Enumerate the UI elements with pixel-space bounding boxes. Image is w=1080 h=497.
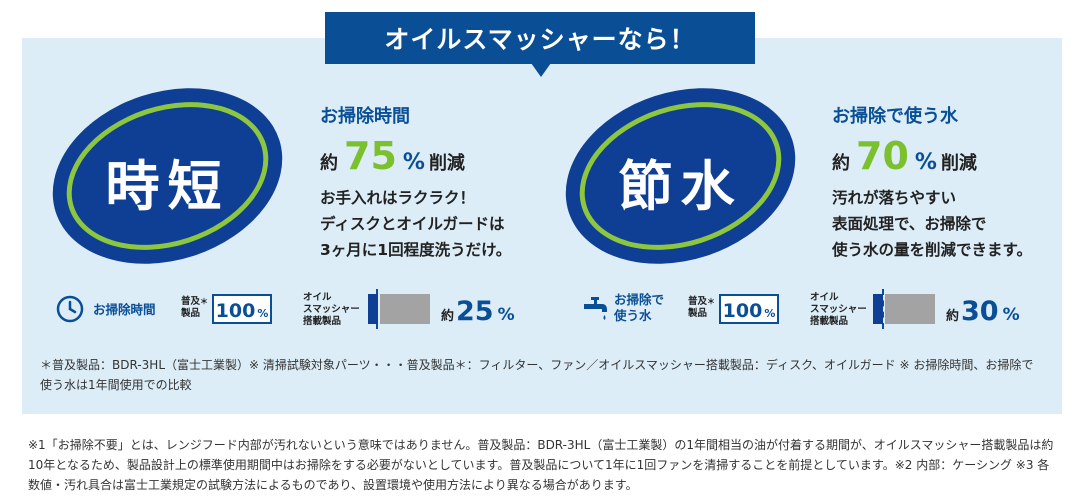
water-desc-line: 汚れが落ちやすい — [832, 189, 957, 207]
time-row-label: お掃除時間 — [93, 302, 156, 317]
water-desc-line: 使う水の量を削減できます。 — [832, 241, 1032, 259]
standard-value: 100 — [215, 300, 256, 322]
time-desc-line: ディスクとオイルガードは — [320, 215, 505, 233]
water-reduction: 約 70% 削減 — [832, 134, 977, 178]
standard-product-label: 普及＊ 製品 — [181, 296, 209, 319]
time-desc-line: お手入れはラクラク！ — [320, 189, 476, 207]
baseline-dashes — [882, 289, 884, 329]
water-row-label: お掃除で 使う水 — [614, 292, 665, 323]
banner-pointer — [531, 63, 551, 77]
faucet-icon — [580, 294, 610, 324]
standard-value-box: 100% — [719, 294, 779, 324]
standard-unit: % — [257, 307, 269, 320]
standard-product-label: 普及＊ 製品 — [688, 296, 716, 319]
time-desc-line: 3ヶ月に1回程度洗うだけ。 — [320, 241, 512, 259]
time-saving-badge-text: 時短 — [105, 155, 230, 218]
water-saving-badge-text: 節水 — [618, 155, 743, 218]
removed-portion-bar — [885, 294, 935, 324]
removed-portion-bar — [380, 294, 430, 324]
time-heading: お掃除時間 — [320, 106, 410, 127]
time-pct-prefix: 約 — [320, 153, 338, 174]
panel-footnote: ＊普及製品：BDR-3HL（富士工業製）※ 清掃試験対象パーツ・・・普及製品＊：… — [40, 358, 1034, 392]
water-desc-line: 表面処理で、お掃除で — [832, 215, 987, 233]
reduced-level-bar — [873, 294, 883, 324]
time-description: お手入れはラクラク！ ディスクとオイルガードは 3ヶ月に1回程度洗うだけ。 — [320, 185, 511, 263]
banner: オイルスマッシャーなら！ — [325, 12, 755, 64]
oil-smasher-label: オイル スマッシャー 搭載製品 — [303, 292, 360, 327]
water-description: 汚れが落ちやすい 表面処理で、お掃除で 使う水の量を削減できます。 — [832, 185, 1032, 263]
time-pct-suffix: 削減 — [428, 153, 465, 174]
time-pct-value: 75 — [344, 134, 397, 178]
clock-icon — [55, 294, 85, 324]
disclaimer-note: ※1「お掃除不要」とは、レンジフード内部が汚れないという意味ではありません。普及… — [28, 438, 1054, 492]
standard-value-box: 100% — [212, 294, 272, 324]
oil-smasher-label: オイル スマッシャー 搭載製品 — [810, 292, 867, 327]
time-reduction: 約 75% 削減 — [320, 134, 465, 178]
time-result: 約25% — [441, 296, 515, 327]
time-pct-unit: % — [402, 150, 425, 175]
reduced-level-bar — [368, 294, 378, 324]
water-heading: お掃除で使う水 — [832, 106, 958, 127]
water-result: 約30% — [946, 296, 1020, 327]
